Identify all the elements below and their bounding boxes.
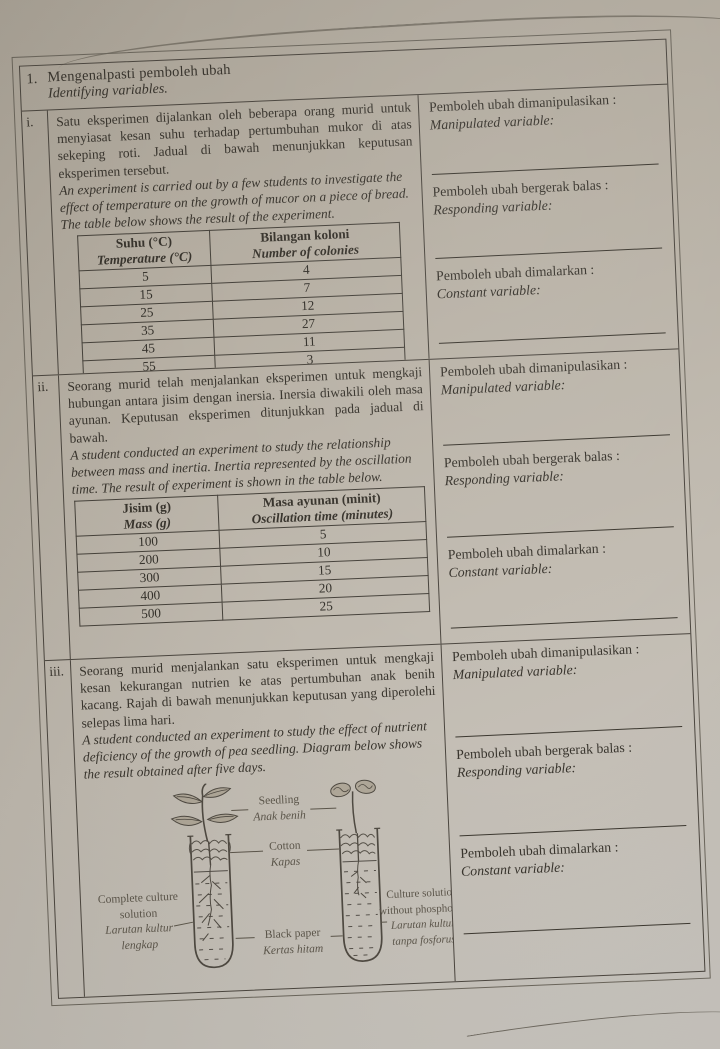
answer-line [438,332,666,344]
test-tubes-illustration [170,780,388,969]
var-block-responding: Pemboleh ubah bergerak balas : Respondin… [444,445,678,546]
section-text-iii: Seorang murid menjalankan satu eksperime… [70,644,456,997]
cotton-label-malay: Kapas [270,854,301,869]
var-block-constant: Pemboleh ubah dimalarkan : Constant vari… [460,835,694,943]
page-title: Mengenalpasti pemboleh ubah Identifying … [47,58,232,110]
var-block-manipulated: Pemboleh ubah dimanipulasikan : Manipula… [440,354,674,455]
section-text-i: Satu eksperimen dijalankan oleh beberapa… [47,95,430,375]
left-test-tube [187,834,234,969]
complete-solution-label-malay: Larutan kultur lengkap [104,921,174,952]
diagram-label-without-phosphorus: Culture solution without phosphorus Laru… [377,885,456,950]
answer-line [443,434,670,447]
results-table-temperature: Suhu (°C) Temperature (°C) Bilangan kolo… [77,222,406,375]
title-number: 1. [26,70,38,88]
variables-column-iii: Pemboleh ubah dimanipulasikan : Manipula… [442,634,705,981]
var-block-constant: Pemboleh ubah dimalarkan : Constant vari… [436,258,669,352]
answer-line [463,922,691,935]
answer-line [435,247,663,260]
left-seedling [170,783,239,866]
results-table-mass: Jisim (g) Mass (g) Masa ayunan (minit) O… [74,486,430,626]
var-block-responding: Pemboleh ubah bergerak balas : Respondin… [456,737,690,845]
answer-line [447,525,674,538]
right-test-tube [336,828,383,963]
right-seedling [330,780,376,862]
var-block-responding: Pemboleh ubah bergerak balas : Respondin… [432,174,665,268]
column-header-temperature: Suhu (°C) Temperature (°C) [77,230,211,271]
section-row-iii: iii. Seorang murid menjalankan satu eksp… [44,634,705,998]
answer-line [455,726,683,738]
worksheet-sheet: 1. Mengenalpasti pemboleh ubah Identifyi… [11,29,711,1007]
left-solution [193,870,230,961]
header-malay: Jisim (g) [122,499,172,517]
experiment-diagram: Seedling Anak benih Cotton Kapas Black p… [84,773,456,979]
left-roots [198,865,224,942]
variables-column-i: Pemboleh ubah dimanipulasikan : Manipula… [419,85,679,359]
worksheet-table: 1. Mengenalpasti pemboleh ubah Identifyi… [18,38,706,999]
section-row-ii: ii. Seorang murid telah menjalankan eksp… [32,349,691,662]
var-block-manipulated: Pemboleh ubah dimanipulasikan : Manipula… [452,638,686,746]
diagram-label-black-paper: Black paper Kertas hitam [254,925,331,959]
seedling-label-malay: Anak benih [253,808,307,824]
right-cotton-plug [340,833,376,855]
answer-line [459,824,687,837]
label-connector-lines [174,808,388,940]
var-block-constant: Pemboleh ubah dimalarkan : Constant vari… [447,536,681,637]
diagram-label-cotton: Cotton Kapas [263,838,308,871]
diagram-label-seedling: Seedling Anak benih [248,792,311,825]
diagram-label-complete-solution: Complete culture solution Larutan kultur… [91,889,187,955]
black-paper-label-malay: Kertas hitam [262,941,324,958]
answer-line [431,163,659,175]
without-phosphorus-label-english: Culture solution without phosphorus [378,886,456,918]
without-phosphorus-label-malay: Larutan kultur tanpa fosforus [390,917,456,948]
complete-solution-label-english: Complete culture solution [97,890,179,922]
section-text-ii: Seorang murid telah menjalankan eksperim… [58,359,442,660]
cotton-label-english: Cotton [268,839,301,854]
var-block-manipulated: Pemboleh ubah dimanipulasikan : Manipula… [429,89,662,183]
answer-line [450,617,678,629]
right-roots [350,861,367,899]
page-bottom-edge [466,988,720,1049]
header-malay: Suhu (°C) [115,233,173,252]
section-row-i: i. Satu eksperimen dijalankan oleh beber… [21,84,679,377]
variables-column-ii: Pemboleh ubah dimanipulasikan : Manipula… [430,349,691,643]
right-solution [342,860,378,957]
